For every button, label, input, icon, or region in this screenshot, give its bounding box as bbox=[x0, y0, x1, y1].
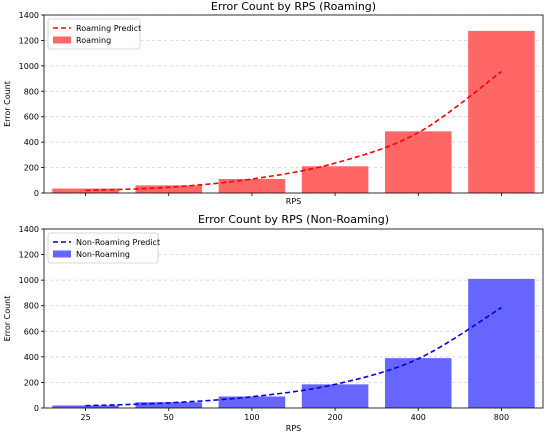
bar bbox=[301, 166, 369, 193]
y-tick-label: 400 bbox=[24, 138, 39, 147]
y-tick-label: 1400 bbox=[19, 11, 39, 20]
legend: Roaming Predict Roaming bbox=[47, 18, 141, 50]
legend-bar-swatch bbox=[53, 36, 71, 44]
x-tick-label: 200 bbox=[327, 413, 342, 422]
legend-label: Roaming bbox=[76, 36, 111, 45]
x-tick-label: 50 bbox=[164, 413, 174, 422]
bar bbox=[301, 384, 369, 408]
y-tick-label: 600 bbox=[24, 327, 39, 336]
y-tick-label: 0 bbox=[34, 404, 39, 413]
bar bbox=[52, 188, 119, 193]
chart-panel-1: Error Count by RPS (Roaming) 0 200 400 600 80… bbox=[3, 0, 544, 206]
bar bbox=[218, 396, 286, 408]
legend-label: Roaming Predict bbox=[76, 24, 141, 33]
y-axis-label: Error Count bbox=[3, 296, 12, 342]
chart-panel-2: Error Count by RPS (Non-Roaming) 0 200 400 6… bbox=[3, 213, 544, 433]
bar bbox=[135, 185, 203, 193]
chart-title: Error Count by RPS (Non-Roaming) bbox=[198, 213, 389, 226]
x-tick-label: 800 bbox=[494, 413, 509, 422]
bar bbox=[218, 179, 286, 193]
y-tick-label: 1400 bbox=[19, 225, 39, 234]
plot-frame bbox=[43, 14, 544, 194]
y-tick-label: 1000 bbox=[19, 276, 39, 285]
bar bbox=[468, 278, 535, 408]
x-axis-label: RPS bbox=[286, 197, 301, 206]
chart-title: Error Count by RPS (Roaming) bbox=[211, 0, 376, 13]
bar bbox=[384, 131, 452, 193]
plot-frame bbox=[43, 228, 544, 409]
y-axis-label: Error Count bbox=[3, 81, 12, 127]
legend-label: Non-Roaming bbox=[76, 250, 130, 259]
prediction-line bbox=[85, 70, 502, 192]
y-tick-label: 200 bbox=[24, 164, 39, 173]
y-tick-label: 1200 bbox=[19, 36, 39, 45]
bar bbox=[52, 405, 119, 408]
prediction-line bbox=[85, 306, 502, 407]
y-tick-label: 200 bbox=[24, 378, 39, 387]
y-tick-label: 400 bbox=[24, 353, 39, 362]
y-tick-label: 800 bbox=[24, 302, 39, 311]
y-tick-label: 1000 bbox=[19, 62, 39, 71]
x-tick-label: 100 bbox=[244, 413, 259, 422]
bar bbox=[384, 358, 452, 408]
x-tick-label: 25 bbox=[80, 413, 90, 422]
legend: Non-Roaming Predict Non-Roaming bbox=[47, 232, 160, 264]
y-tick-label: 1200 bbox=[19, 251, 39, 260]
legend-box bbox=[47, 232, 159, 264]
y-tick-label: 800 bbox=[24, 87, 39, 96]
bar bbox=[135, 402, 203, 408]
y-tick-label: 600 bbox=[24, 113, 39, 122]
y-tick-label: 0 bbox=[34, 189, 39, 198]
x-tick-label: 400 bbox=[411, 413, 426, 422]
x-axis-label: RPS bbox=[286, 424, 301, 433]
legend-label: Non-Roaming Predict bbox=[76, 238, 160, 247]
legend-bar-swatch bbox=[53, 250, 71, 258]
bar bbox=[468, 30, 535, 194]
